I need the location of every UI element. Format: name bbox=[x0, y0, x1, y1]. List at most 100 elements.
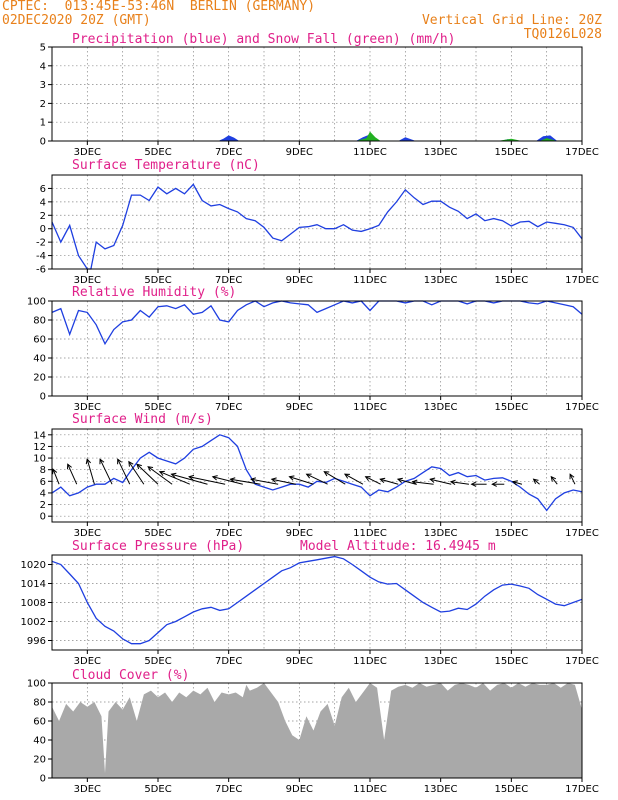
y-tick-label: 6 bbox=[40, 477, 46, 488]
x-tick-label: 11DEC bbox=[353, 147, 387, 158]
y-tick-label: 40 bbox=[33, 736, 46, 747]
wind-vector bbox=[86, 459, 95, 485]
x-tick-label: 13DEC bbox=[424, 784, 458, 795]
pressure-line bbox=[51, 555, 583, 645]
y-tick-label: 6 bbox=[40, 184, 46, 195]
y-tick-label: 0 bbox=[40, 224, 46, 235]
y-tick-label: 0 bbox=[40, 392, 46, 403]
x-tick-label: 9DEC bbox=[286, 147, 313, 158]
x-tick-label: 7DEC bbox=[215, 147, 242, 158]
x-tick-label: 15DEC bbox=[494, 784, 528, 795]
wind-arrowhead bbox=[305, 473, 312, 479]
y-tick-label: 12 bbox=[33, 442, 46, 453]
wind-arrowhead bbox=[532, 478, 539, 485]
wind-vector bbox=[344, 473, 364, 485]
x-tick-label: 9DEC bbox=[286, 402, 313, 413]
y-tick-label: 0 bbox=[40, 137, 46, 148]
wind-vector bbox=[212, 476, 243, 485]
wind-vector bbox=[189, 476, 226, 485]
x-tick-label: 13DEC bbox=[424, 147, 458, 158]
x-tick-label: 17DEC bbox=[565, 402, 599, 413]
wind-arrowhead bbox=[66, 463, 72, 470]
wind-vector bbox=[533, 478, 540, 485]
panel-frame bbox=[51, 428, 583, 523]
y-tick-label: 5 bbox=[40, 43, 46, 54]
x-tick-label: 11DEC bbox=[353, 402, 387, 413]
wind-vector bbox=[412, 481, 434, 485]
wind-vector bbox=[365, 476, 381, 485]
wind-vector bbox=[550, 476, 558, 485]
y-tick-label: 100 bbox=[27, 679, 46, 690]
wind-vector bbox=[251, 478, 279, 485]
wind-arrowhead bbox=[250, 477, 257, 483]
x-tick-label: 9DEC bbox=[286, 656, 313, 667]
x-tick-label: 11DEC bbox=[353, 784, 387, 795]
y-tick-label: 0 bbox=[40, 512, 46, 523]
wind-arrowhead bbox=[364, 476, 371, 482]
wind-arrowhead bbox=[211, 475, 218, 481]
y-tick-label: 14 bbox=[33, 430, 46, 441]
y-tick-label: 4 bbox=[40, 488, 46, 499]
x-tick-label: 15DEC bbox=[494, 275, 528, 286]
y-tick-label: 100 bbox=[27, 297, 46, 308]
y-tick-label: 10 bbox=[33, 454, 46, 465]
wind-speed-line bbox=[51, 434, 583, 512]
wind-arrowhead bbox=[188, 474, 195, 481]
wind-vector bbox=[159, 471, 190, 485]
wind-arrowhead bbox=[379, 477, 386, 483]
y-tick-label: 2 bbox=[40, 211, 46, 222]
wind-vector bbox=[512, 481, 523, 485]
wind-arrowhead bbox=[117, 458, 123, 465]
x-tick-label: 7DEC bbox=[215, 275, 242, 286]
wind-arrowhead bbox=[52, 468, 58, 475]
wind-arrowhead bbox=[411, 479, 418, 485]
panel-title: Cloud Cover (%) bbox=[72, 668, 189, 683]
x-tick-label: 7DEC bbox=[215, 784, 242, 795]
panel-title: Relative Humidity (%) bbox=[72, 285, 236, 300]
panel-title: Precipitation (blue) and Snow Fall (gree… bbox=[72, 32, 456, 47]
wind-vector bbox=[306, 473, 328, 485]
panel-frame bbox=[51, 46, 583, 142]
wind-vector bbox=[430, 478, 452, 485]
wind-vector bbox=[569, 474, 576, 485]
panel-6: 0 20 40 60 80 100 3DEC 5DEC 7DEC 9DEC 11DEC 13DEC 15… bbox=[27, 668, 599, 795]
x-tick-label: 17DEC bbox=[565, 528, 599, 539]
x-tick-label: 17DEC bbox=[565, 784, 599, 795]
y-tick-label: 60 bbox=[33, 335, 46, 346]
wind-arrowhead bbox=[158, 470, 165, 476]
y-tick-label: 0 bbox=[40, 774, 46, 785]
x-tick-label: 5DEC bbox=[144, 656, 171, 667]
wind-arrowhead bbox=[270, 477, 277, 483]
x-tick-label: 5DEC bbox=[144, 402, 171, 413]
wind-arrowhead bbox=[550, 475, 557, 482]
wind-arrowhead bbox=[429, 477, 436, 483]
panel-5: 996 1002 1008 1014 1020 3DEC 5DEC 7DEC 9DEC 11DEC… bbox=[21, 539, 599, 667]
panel-frame bbox=[51, 174, 583, 270]
y-tick-label: 3 bbox=[40, 80, 46, 91]
wind-arrowhead bbox=[396, 477, 403, 483]
x-tick-label: 11DEC bbox=[353, 656, 387, 667]
y-tick-label: 1 bbox=[40, 118, 46, 129]
x-tick-label: 13DEC bbox=[424, 656, 458, 667]
y-tick-label: 20 bbox=[33, 755, 46, 766]
wind-vector bbox=[380, 478, 399, 485]
wind-arrowhead bbox=[128, 460, 134, 467]
wind-vector bbox=[52, 469, 60, 485]
x-tick-label: 15DEC bbox=[494, 656, 528, 667]
x-tick-label: 7DEC bbox=[215, 528, 242, 539]
y-tick-label: 20 bbox=[33, 373, 46, 384]
y-tick-label: 1008 bbox=[21, 598, 46, 609]
y-tick-label: 1014 bbox=[21, 579, 46, 590]
x-tick-label: 5DEC bbox=[144, 528, 171, 539]
x-tick-label: 11DEC bbox=[353, 275, 387, 286]
y-tick-label: -6 bbox=[36, 265, 46, 276]
humidity-line bbox=[51, 300, 583, 346]
x-tick-label: 3DEC bbox=[74, 656, 101, 667]
wind-vector bbox=[128, 461, 145, 485]
x-tick-label: 13DEC bbox=[424, 528, 458, 539]
x-tick-label: 17DEC bbox=[565, 656, 599, 667]
x-tick-label: 5DEC bbox=[144, 147, 171, 158]
x-tick-label: 15DEC bbox=[494, 402, 528, 413]
x-tick-label: 9DEC bbox=[286, 784, 313, 795]
